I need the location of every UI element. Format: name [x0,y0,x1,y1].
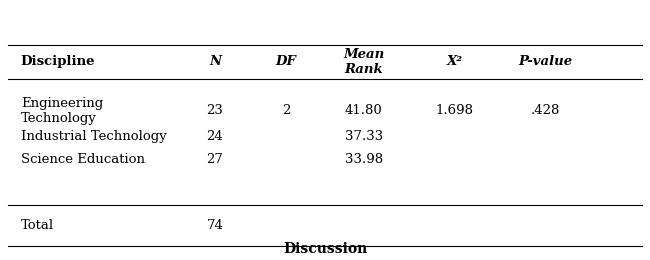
Text: Science Education: Science Education [21,153,145,166]
Text: Discipline: Discipline [21,55,96,68]
Text: 27: 27 [207,153,224,166]
Text: P-value: P-value [518,55,572,68]
Text: 24: 24 [207,130,224,143]
Text: Total: Total [21,219,54,232]
Text: .428: .428 [530,104,560,117]
Text: Engineering
Technology: Engineering Technology [21,97,103,125]
Text: 2: 2 [282,104,291,117]
Text: Mean
Rank: Mean Rank [343,48,384,76]
Text: DF: DF [276,55,296,68]
Text: 41.80: 41.80 [345,104,383,117]
Text: 23: 23 [207,104,224,117]
Text: X²: X² [447,55,462,68]
Text: 37.33: 37.33 [344,130,383,143]
Text: Discussion: Discussion [283,242,367,256]
Text: 1.698: 1.698 [436,104,473,117]
Text: Industrial Technology: Industrial Technology [21,130,166,143]
Text: 33.98: 33.98 [344,153,383,166]
Text: 74: 74 [207,219,224,232]
Text: N: N [209,55,221,68]
